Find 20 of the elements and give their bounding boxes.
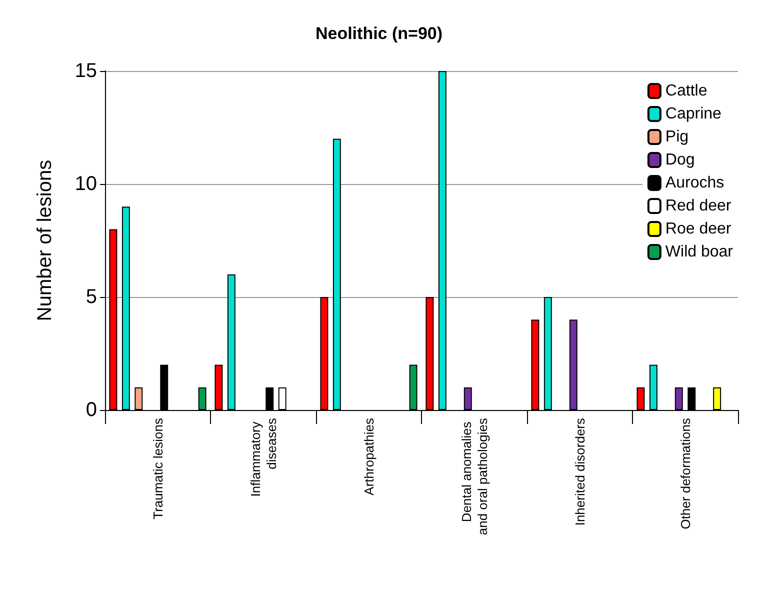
y-tick-label: 10 [74, 173, 97, 195]
legend-label: Aurochs [665, 174, 724, 192]
x-tick-label: Dental anomalies and oral pathologies [458, 418, 490, 536]
y-tick-label: 5 [86, 286, 97, 308]
y-tick-label: 0 [86, 399, 97, 421]
x-tick-label: Inherited disorders [572, 418, 588, 526]
legend-label: Caprine [665, 106, 722, 122]
x-tick-label: Other deformations [678, 418, 693, 530]
x-tick-label: Inflammatory diseases [248, 418, 279, 497]
x-tick-label: Traumatic lesions [150, 418, 166, 520]
x-tick-label: Arthropathies [361, 418, 376, 496]
y-tick-label: 15 [74, 60, 97, 82]
legend-label: Dog [665, 152, 695, 168]
y-axis-title: Number of lesions [34, 160, 56, 322]
chart-title: Neolithic (n=90) [315, 24, 443, 43]
legend-label: Wild boar [665, 244, 734, 260]
legend-label: Roe deer [665, 220, 732, 238]
legend-label: Pig [665, 128, 689, 146]
legend-label: Cattle [665, 82, 708, 100]
legend-label: Red deer [665, 198, 732, 214]
